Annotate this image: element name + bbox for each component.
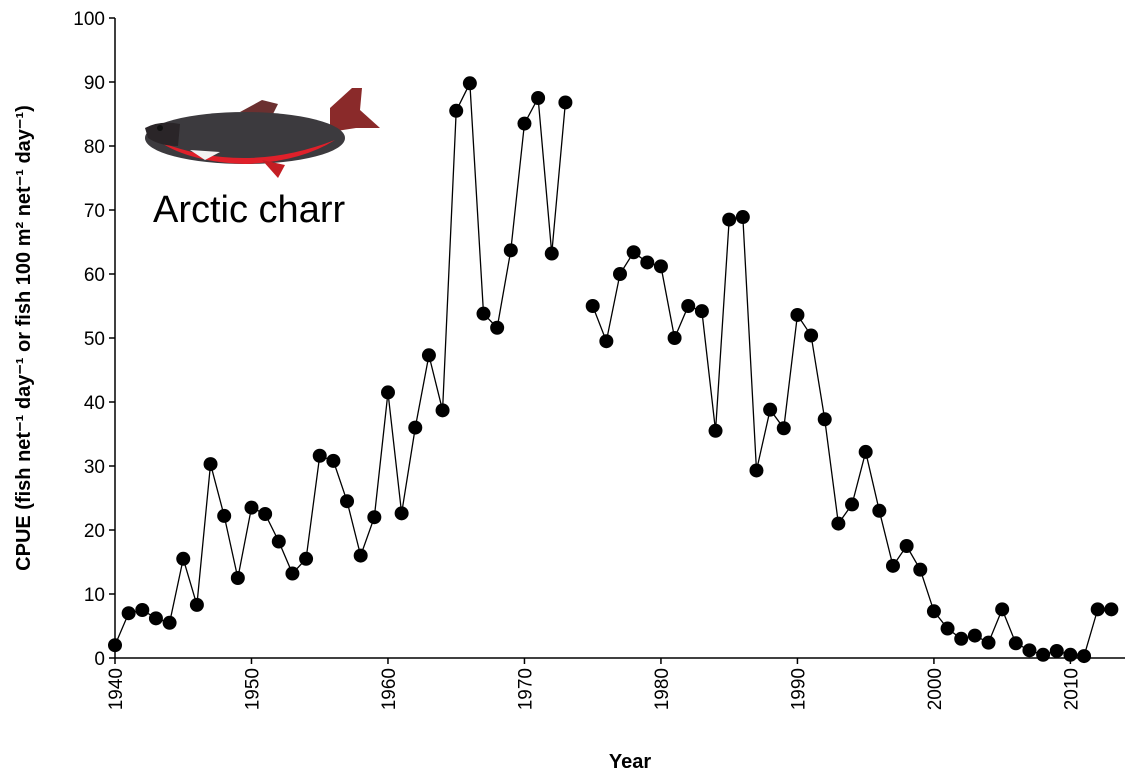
- line: [114, 80, 1112, 657]
- marker: [776, 421, 791, 436]
- y-tick-label: 20: [84, 521, 105, 542]
- marker: [380, 385, 395, 400]
- marker: [599, 334, 614, 349]
- marker: [148, 611, 163, 626]
- marker: [490, 320, 505, 335]
- marker: [790, 307, 805, 322]
- marker: [899, 539, 914, 553]
- marker: [954, 631, 969, 646]
- x-tick-label: 1980: [652, 668, 673, 710]
- marker: [735, 210, 750, 225]
- marker: [1090, 602, 1105, 617]
- y-tick-label: 30: [84, 457, 105, 478]
- marker: [585, 299, 600, 313]
- y-tick-label: 60: [84, 265, 105, 286]
- marker: [367, 510, 382, 525]
- annotation: Arctic charr: [153, 189, 345, 231]
- y-axis-title: CPUE (fish net⁻¹ day⁻¹ or fish 100 m² ne…: [13, 105, 35, 571]
- marker: [476, 306, 491, 321]
- x-tick-label: 1940: [106, 668, 127, 710]
- marker: [326, 453, 341, 468]
- y-tick-label: 0: [94, 649, 105, 670]
- marker: [258, 507, 273, 521]
- marker: [135, 603, 150, 617]
- marker: [817, 412, 832, 427]
- marker: [230, 571, 245, 585]
- marker: [926, 604, 941, 619]
- fish-illustration: [145, 88, 380, 178]
- marker: [108, 638, 122, 653]
- marker: [271, 534, 286, 549]
- marker: [626, 245, 641, 260]
- marker: [449, 103, 464, 118]
- marker: [1063, 647, 1078, 662]
- marker: [640, 255, 655, 270]
- marker: [1008, 636, 1023, 651]
- marker: [162, 615, 177, 630]
- marker: [408, 420, 423, 435]
- marker: [1022, 643, 1037, 658]
- marker: [681, 299, 696, 313]
- marker: [1036, 647, 1051, 662]
- marker: [121, 606, 136, 621]
- x-tick-label: 2010: [1061, 668, 1082, 710]
- marker: [858, 444, 873, 459]
- marker: [653, 259, 668, 274]
- x-tick-label: 1990: [788, 668, 809, 710]
- marker: [872, 503, 887, 518]
- marker: [340, 494, 355, 509]
- marker: [421, 348, 436, 363]
- y-tick-label: 80: [84, 137, 105, 158]
- marker: [845, 497, 860, 512]
- marker: [722, 212, 737, 227]
- marker: [544, 246, 559, 261]
- marker: [981, 635, 996, 650]
- marker: [353, 548, 368, 563]
- marker: [667, 331, 682, 345]
- marker: [244, 500, 259, 515]
- x-tick-label: 2000: [925, 668, 946, 710]
- marker: [558, 95, 573, 110]
- marker: [694, 304, 709, 319]
- marker: [1077, 649, 1092, 664]
- marker: [435, 403, 450, 418]
- marker: [176, 551, 191, 566]
- marker: [1049, 643, 1064, 658]
- marker: [967, 628, 982, 643]
- marker: [708, 423, 723, 438]
- marker: [995, 602, 1010, 617]
- marker: [203, 457, 218, 472]
- marker: [913, 562, 928, 577]
- marker: [217, 508, 232, 523]
- marker: [831, 516, 846, 531]
- x-tick-label: 1950: [242, 668, 263, 710]
- y-tick-label: 70: [84, 201, 105, 222]
- marker: [749, 463, 764, 478]
- marker: [613, 267, 627, 281]
- marker: [299, 551, 314, 566]
- marker: [394, 506, 409, 521]
- marker: [189, 597, 204, 612]
- marker: [940, 621, 955, 636]
- marker: [804, 328, 819, 343]
- y-tick-label: 40: [84, 393, 105, 414]
- marker: [1104, 602, 1119, 617]
- x-axis-title: Year: [609, 751, 651, 772]
- x-tick-label: 1970: [515, 668, 536, 710]
- marker: [462, 76, 477, 91]
- marker: [503, 243, 518, 258]
- y-tick-label: 50: [84, 329, 105, 350]
- x-tick-label: 1960: [379, 668, 400, 710]
- marker: [763, 402, 778, 417]
- y-tick-label: 10: [84, 585, 105, 606]
- marker: [312, 448, 327, 463]
- marker: [531, 91, 546, 105]
- marker: [285, 566, 300, 581]
- y-tick-label: 90: [84, 73, 105, 94]
- marker: [517, 116, 532, 131]
- marker: [885, 558, 900, 573]
- y-tick-label: 100: [73, 9, 105, 30]
